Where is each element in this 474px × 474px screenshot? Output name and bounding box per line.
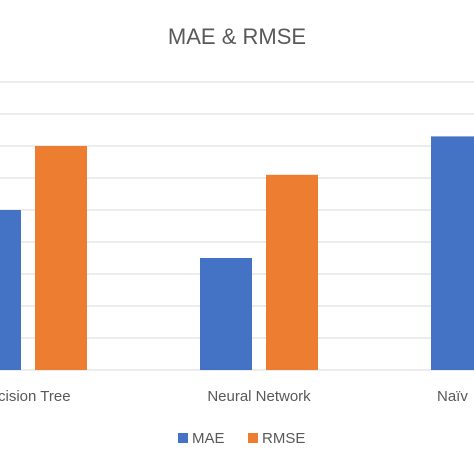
legend-label: MAE	[192, 430, 225, 447]
bar	[0, 210, 21, 370]
bar	[431, 136, 474, 370]
chart-title: MAE & RMSE	[168, 24, 306, 49]
bar	[35, 146, 87, 370]
x-tick-label: Naïv	[437, 388, 468, 405]
legend-swatch	[178, 433, 188, 443]
legend-label: RMSE	[262, 430, 305, 447]
x-tick-label: cision Tree	[0, 388, 71, 405]
x-tick-label: Neural Network	[207, 388, 311, 405]
bar	[200, 258, 252, 370]
bar	[266, 174, 318, 370]
legend-swatch	[248, 433, 258, 443]
